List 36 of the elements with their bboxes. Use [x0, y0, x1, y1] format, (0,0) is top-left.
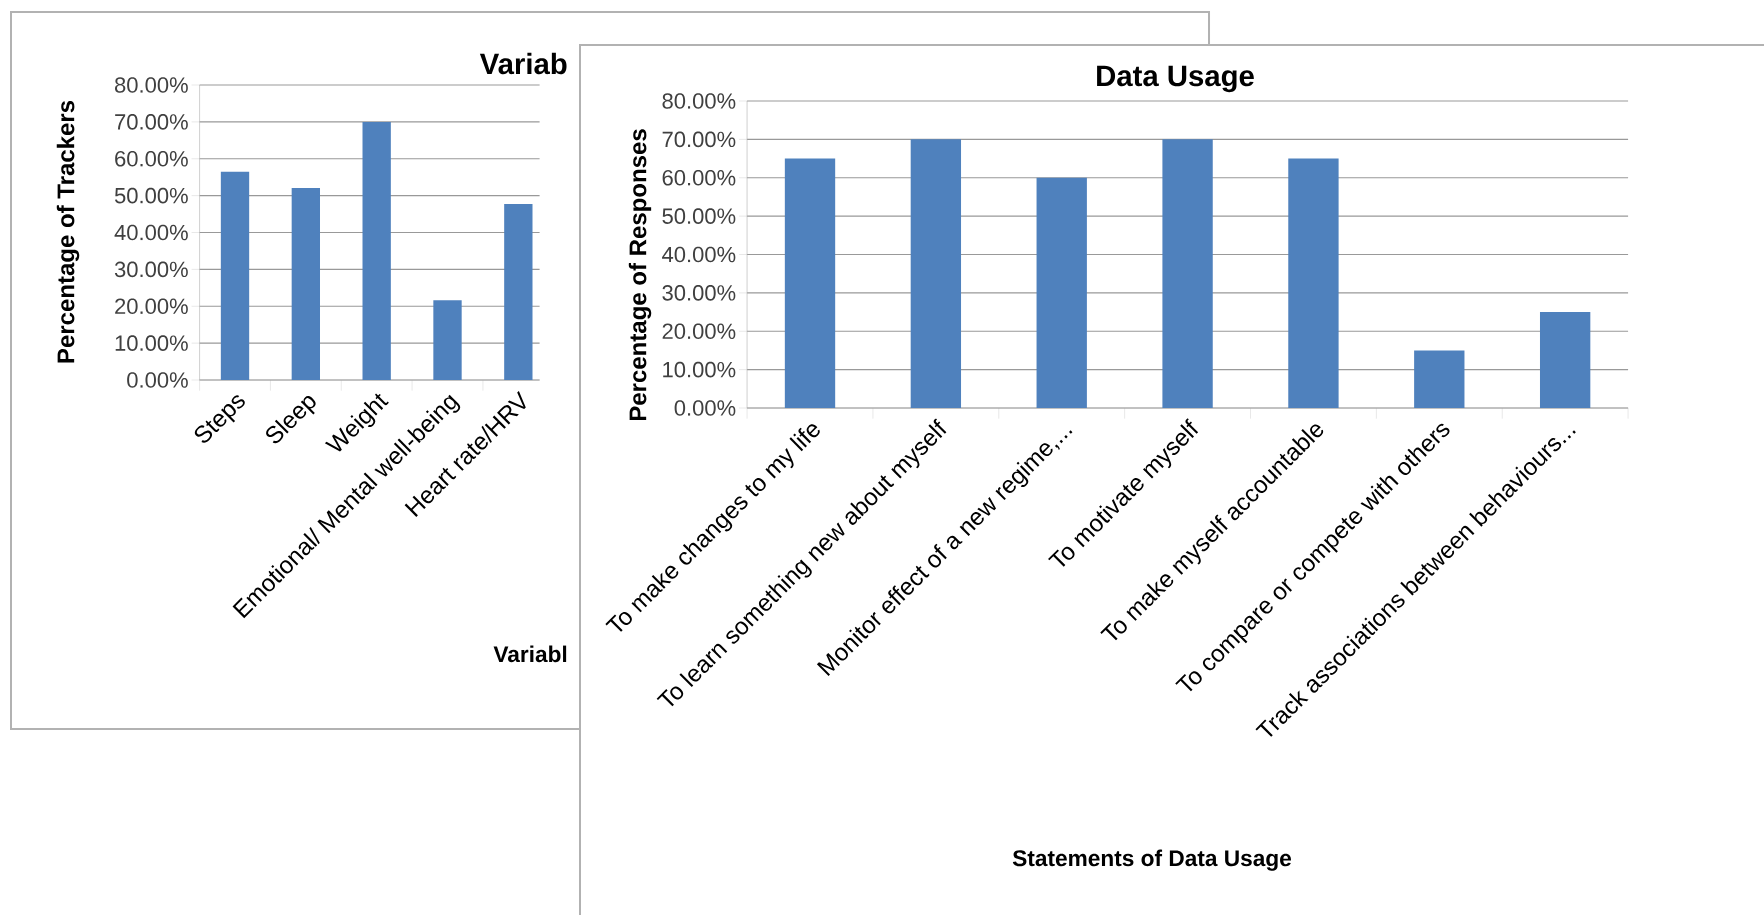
y-tick-label: 40.00% [114, 224, 188, 241]
y-tick-label: 50.00% [114, 187, 188, 204]
y-tick-label: 20.00% [662, 323, 736, 340]
y-tick-label: 80.00% [115, 77, 188, 93]
bar [1036, 177, 1087, 408]
y-tick-label: 40.00% [662, 246, 736, 263]
y-tick-label: 20.00% [115, 298, 188, 315]
bar [362, 121, 391, 380]
bar [1288, 158, 1339, 408]
bar [1414, 350, 1465, 408]
bar [784, 158, 836, 408]
y-tick-label: 60.00% [662, 169, 736, 186]
y-axis-title: Percentage of Trackers [56, 100, 80, 363]
y-tick-label: 50.00% [662, 208, 736, 224]
y-tick-label: 10.00% [663, 361, 736, 378]
chart-title: Data Usage [1097, 65, 1254, 93]
x-axis-title: Variabl [493, 645, 567, 663]
y-tick-label: 30.00% [662, 285, 736, 301]
bar [291, 187, 320, 380]
y-tick-label: 0.00% [127, 372, 188, 388]
y-tick-label: 70.00% [115, 114, 188, 130]
y-tick-label: 80.00% [662, 93, 736, 109]
y-tick-label: 60.00% [115, 150, 188, 167]
bar [1162, 139, 1213, 408]
bar [504, 204, 533, 380]
y-tick-label: 10.00% [115, 335, 188, 351]
x-axis-title: Statements of Data Usage [1012, 849, 1292, 871]
y-tick-label: 30.00% [114, 261, 188, 278]
bar [1539, 312, 1591, 408]
bar [910, 139, 962, 408]
bar [220, 171, 250, 380]
bar [433, 300, 462, 380]
y-tick-label: 0.00% [674, 400, 736, 416]
y-axis-title: Percentage of Responses [628, 129, 652, 421]
chart-title: Variab [479, 52, 567, 75]
y-tick-label: 70.00% [662, 131, 736, 148]
